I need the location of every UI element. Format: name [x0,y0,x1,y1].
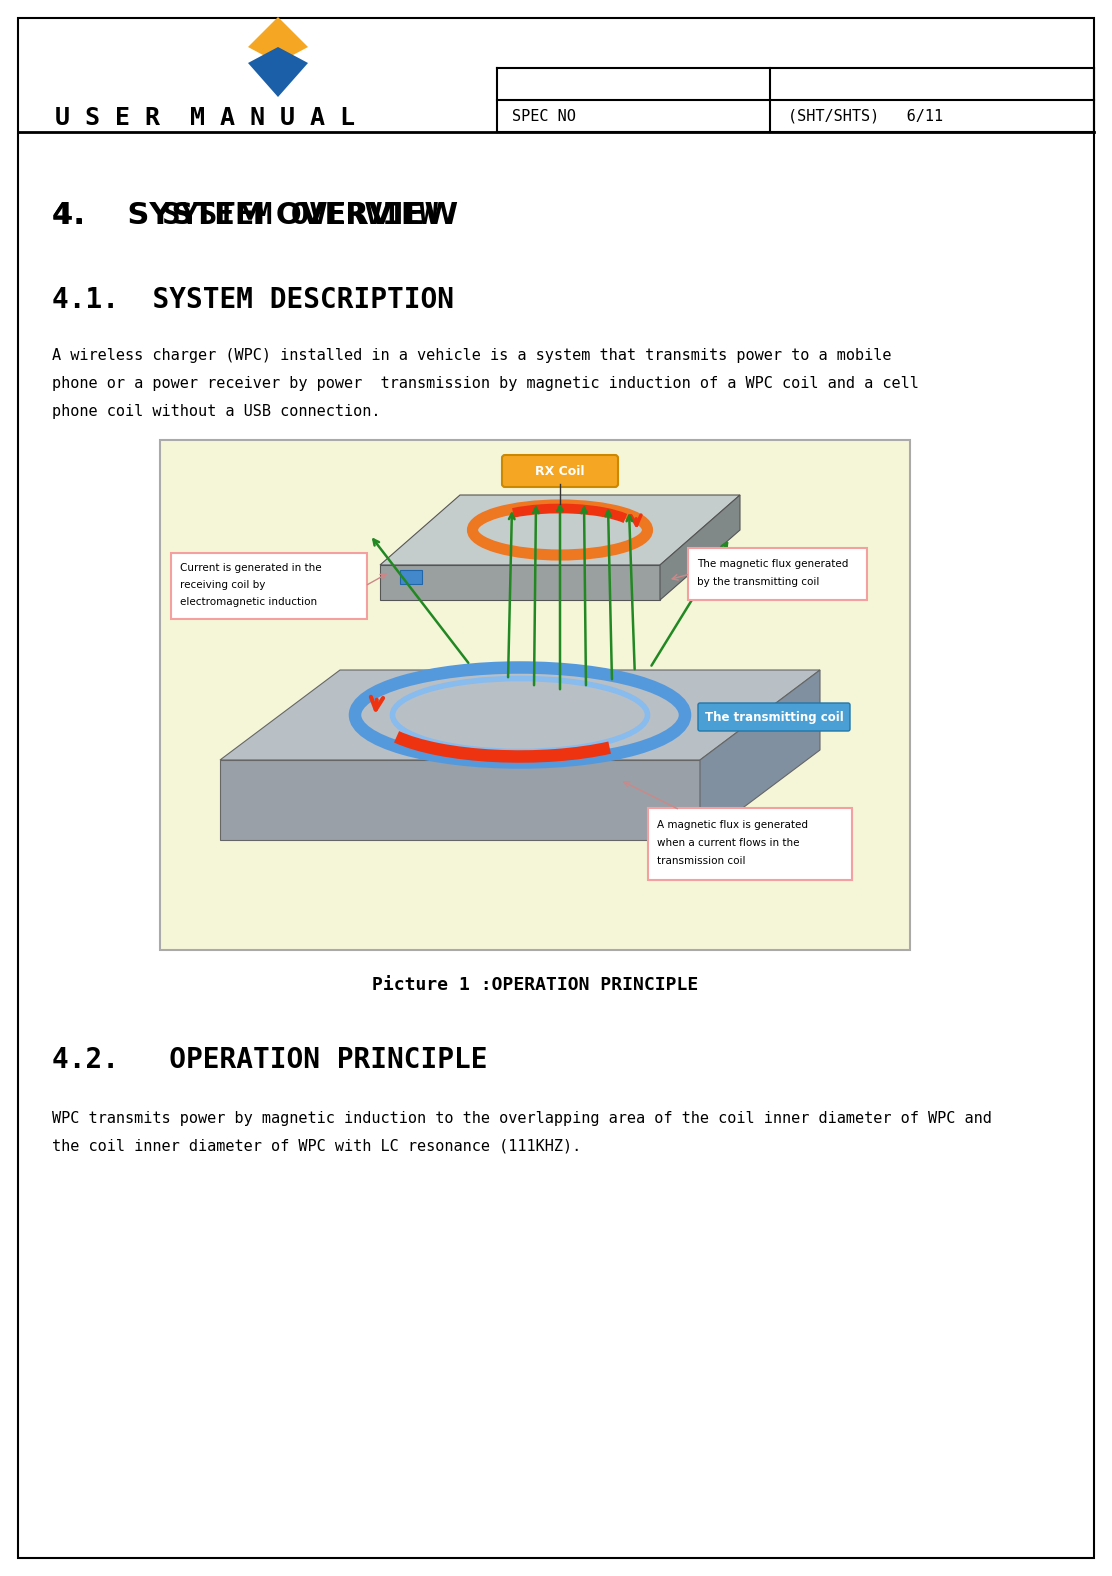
Text: U S E R  M A N U A L: U S E R M A N U A L [54,106,355,129]
FancyBboxPatch shape [502,455,618,487]
Polygon shape [248,47,308,98]
Text: transmission coil: transmission coil [657,856,745,865]
Text: SPEC NO: SPEC NO [512,109,576,123]
Text: receiving coil by: receiving coil by [180,580,266,589]
Polygon shape [699,670,820,840]
Text: RX Coil: RX Coil [535,465,585,478]
Text: The transmitting coil: The transmitting coil [705,711,843,723]
Polygon shape [661,495,739,600]
Text: by the transmitting coil: by the transmitting coil [697,577,820,586]
FancyBboxPatch shape [648,808,852,879]
FancyBboxPatch shape [698,703,850,731]
Text: A wireless charger (WPC) installed in a vehicle is a system that transmits power: A wireless charger (WPC) installed in a … [52,347,892,362]
Text: 4.    SYSTEM OVERVIEW: 4. SYSTEM OVERVIEW [52,200,438,230]
Text: the coil inner diameter of WPC with LC resonance (111KHZ).: the coil inner diameter of WPC with LC r… [52,1138,582,1154]
FancyBboxPatch shape [171,553,367,619]
Text: A magnetic flux is generated: A magnetic flux is generated [657,820,808,831]
Text: Picture 1 :OPERATION PRINCIPLE: Picture 1 :OPERATION PRINCIPLE [371,976,698,994]
Text: Current is generated in the: Current is generated in the [180,563,321,574]
Text: when a current flows in the: when a current flows in the [657,838,800,848]
Polygon shape [220,670,820,760]
Text: 4.    SYSTEM OVERVIEW: 4. SYSTEM OVERVIEW [52,200,458,230]
Polygon shape [248,17,308,63]
Text: 4.2.   OPERATION PRINCIPLE: 4.2. OPERATION PRINCIPLE [52,1046,487,1073]
Polygon shape [220,760,699,840]
Text: electromagnetic induction: electromagnetic induction [180,597,317,607]
Text: WPC transmits power by magnetic induction to the overlapping area of the coil in: WPC transmits power by magnetic inductio… [52,1111,992,1125]
Text: The magnetic flux generated: The magnetic flux generated [697,559,848,569]
Polygon shape [380,566,661,600]
Text: phone coil without a USB connection.: phone coil without a USB connection. [52,403,380,419]
FancyBboxPatch shape [688,548,867,600]
Bar [400,571,421,585]
Text: phone or a power receiver by power  transmission by magnetic induction of a WPC : phone or a power receiver by power trans… [52,375,919,391]
Text: (SHT/SHTS)   6/11: (SHT/SHTS) 6/11 [788,109,943,123]
Polygon shape [380,495,739,566]
Bar [160,440,910,950]
Text: 4.1.  SYSTEM DESCRIPTION: 4.1. SYSTEM DESCRIPTION [52,285,454,314]
